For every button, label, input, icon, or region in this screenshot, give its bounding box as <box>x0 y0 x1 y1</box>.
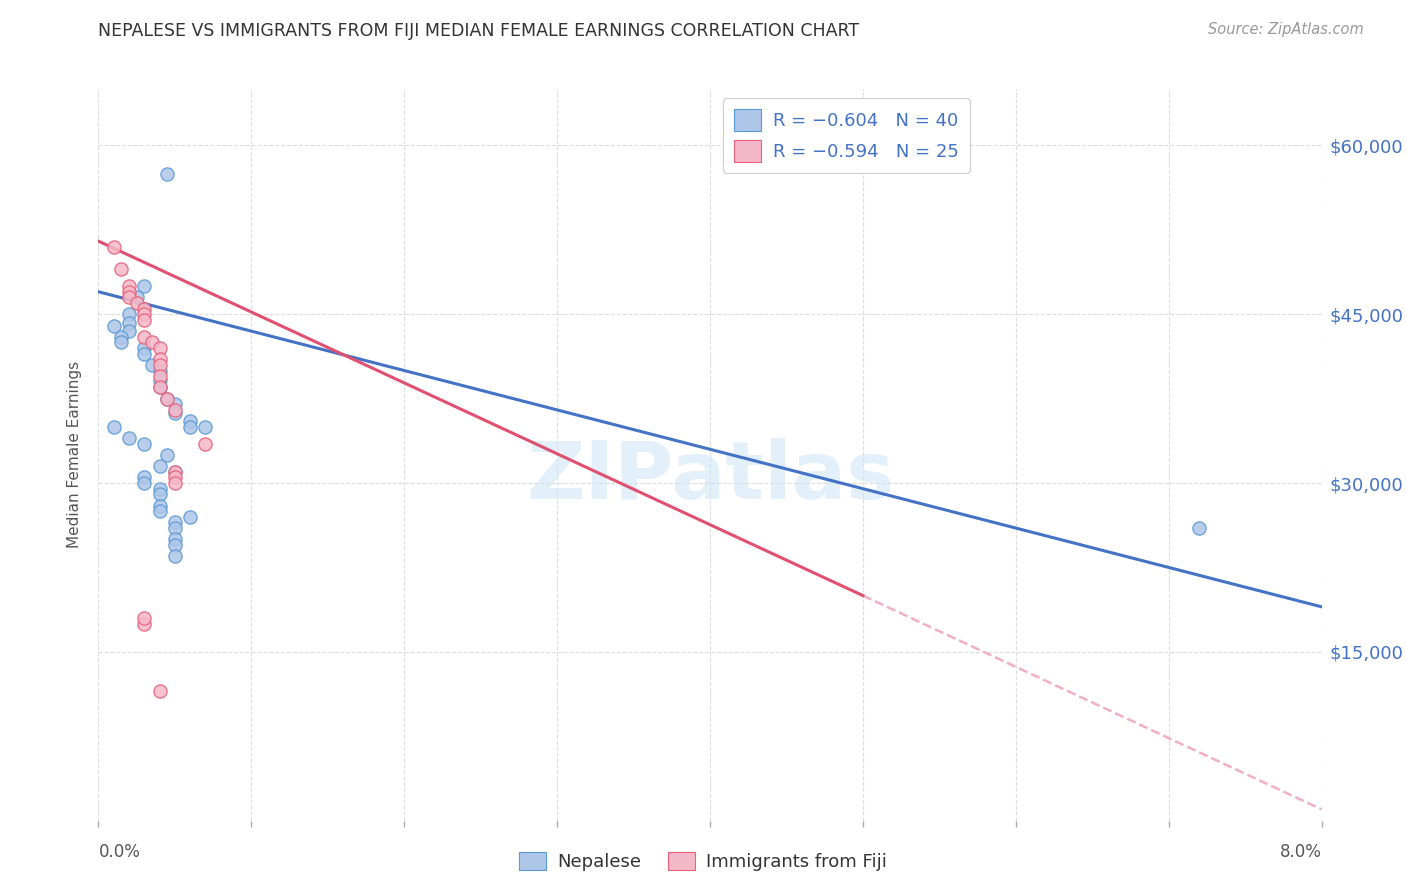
Point <box>110 262 132 277</box>
Legend: Nepalese, Immigrants from Fiji: Nepalese, Immigrants from Fiji <box>512 845 894 879</box>
Text: NEPALESE VS IMMIGRANTS FROM FIJI MEDIAN FEMALE EARNINGS CORRELATION CHART: NEPALESE VS IMMIGRANTS FROM FIJI MEDIAN … <box>98 22 859 40</box>
Point <box>134 470 156 484</box>
Point <box>103 419 125 434</box>
Point <box>163 549 186 564</box>
Point <box>103 318 125 333</box>
Text: Source: ZipAtlas.com: Source: ZipAtlas.com <box>1208 22 1364 37</box>
Point <box>149 482 172 496</box>
Point <box>134 279 156 293</box>
Point <box>156 448 179 462</box>
Point <box>163 533 186 547</box>
Point <box>134 307 156 321</box>
Point <box>103 240 125 254</box>
Point <box>110 330 132 344</box>
Point <box>118 324 141 338</box>
Point <box>118 279 141 293</box>
Point <box>149 363 172 377</box>
Point <box>156 392 179 406</box>
Point <box>125 290 148 304</box>
Point <box>134 346 156 360</box>
Point <box>134 301 156 316</box>
Point <box>118 431 141 445</box>
Point <box>134 476 156 491</box>
Point <box>134 616 156 631</box>
Text: 8.0%: 8.0% <box>1279 843 1322 861</box>
Point <box>118 307 141 321</box>
Point <box>163 397 186 411</box>
Point <box>163 470 186 484</box>
Point <box>118 290 141 304</box>
Point <box>194 436 217 450</box>
Point <box>141 335 163 350</box>
Point <box>149 369 172 384</box>
Point <box>149 499 172 513</box>
Point <box>163 538 186 552</box>
Legend: R = −0.604   N = 40, R = −0.594   N = 25: R = −0.604 N = 40, R = −0.594 N = 25 <box>723 98 970 173</box>
Point <box>134 436 156 450</box>
Point <box>163 406 186 420</box>
Point <box>179 509 201 524</box>
Point <box>163 516 186 530</box>
Point <box>156 167 179 181</box>
Text: 0.0%: 0.0% <box>98 843 141 861</box>
Point <box>163 465 186 479</box>
Point <box>141 358 163 372</box>
Point <box>149 358 172 372</box>
Point <box>149 352 172 367</box>
Point <box>134 611 156 625</box>
Point <box>149 684 172 698</box>
Point <box>149 341 172 355</box>
Point <box>125 296 148 310</box>
Point <box>179 419 201 434</box>
Point <box>163 465 186 479</box>
Point <box>149 504 172 518</box>
Point <box>149 487 172 501</box>
Point <box>194 419 217 434</box>
Point <box>149 380 172 394</box>
Y-axis label: Median Female Earnings: Median Female Earnings <box>67 361 83 549</box>
Point <box>118 285 141 299</box>
Point <box>134 313 156 327</box>
Point <box>134 341 156 355</box>
Point <box>149 459 172 474</box>
Point <box>118 316 141 330</box>
Point <box>156 392 179 406</box>
Point <box>110 335 132 350</box>
Point <box>163 476 186 491</box>
Point <box>163 521 186 535</box>
Point <box>149 372 172 386</box>
Point <box>179 414 201 428</box>
Point <box>163 403 186 417</box>
Point <box>149 380 172 394</box>
Text: ZIPatlas: ZIPatlas <box>526 438 894 516</box>
Point <box>1188 521 1211 535</box>
Point <box>134 330 156 344</box>
